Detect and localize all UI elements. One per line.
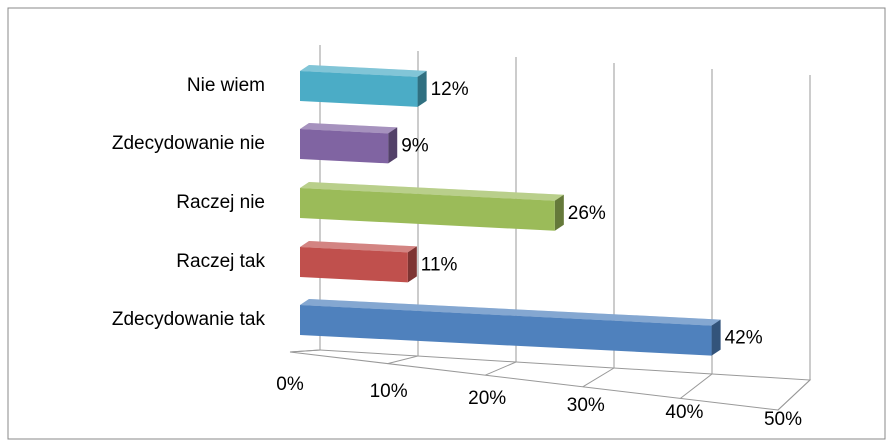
grid-line — [680, 69, 713, 399]
bar-top-shade — [300, 299, 721, 326]
bar — [300, 188, 555, 231]
bar — [300, 247, 408, 283]
value-label: 26% — [568, 203, 606, 224]
category-label: Zdecydowanie nie — [112, 133, 265, 154]
bar-top — [300, 299, 721, 326]
bar-top — [300, 182, 564, 201]
grid-line — [582, 63, 615, 388]
x-tick-label: 50% — [764, 409, 802, 430]
grid-line — [485, 57, 517, 376]
bar-end — [711, 319, 721, 356]
bar-top-shade — [300, 241, 417, 253]
bar-top-shade — [300, 65, 427, 77]
bar-end-shade — [417, 70, 427, 107]
x-tick-label: 20% — [468, 388, 506, 409]
bar — [300, 129, 389, 164]
x-tick-label: 0% — [276, 374, 304, 395]
category-label: Nie wiem — [187, 75, 265, 96]
category-label: Raczej nie — [176, 192, 265, 213]
category-label: Zdecydowanie tak — [112, 309, 266, 330]
bar-top-shade — [300, 182, 564, 201]
grid-line — [387, 51, 419, 365]
value-label: 9% — [401, 135, 429, 156]
bar-end — [417, 70, 427, 107]
bar-top — [300, 241, 417, 253]
bar-end-shade — [388, 127, 398, 164]
bar-end-shade — [711, 319, 721, 356]
value-label: 42% — [725, 328, 763, 349]
bar-end — [407, 246, 417, 283]
x-tick-label: 30% — [567, 395, 605, 416]
grid-line — [777, 75, 811, 411]
bar — [300, 71, 418, 107]
value-label: 11% — [421, 254, 458, 275]
bar-top — [300, 123, 398, 134]
value-label: 12% — [431, 79, 469, 100]
bar-end-shade — [554, 194, 564, 231]
bar-end — [554, 194, 564, 231]
bar-top — [300, 65, 427, 77]
bar — [300, 305, 712, 356]
bar-top-shade — [300, 123, 398, 134]
bar-end-shade — [407, 246, 417, 283]
x-tick-label: 40% — [665, 402, 703, 423]
category-label: Raczej tak — [176, 251, 265, 272]
bar-end — [388, 127, 398, 164]
x-tick-label: 10% — [370, 381, 408, 402]
